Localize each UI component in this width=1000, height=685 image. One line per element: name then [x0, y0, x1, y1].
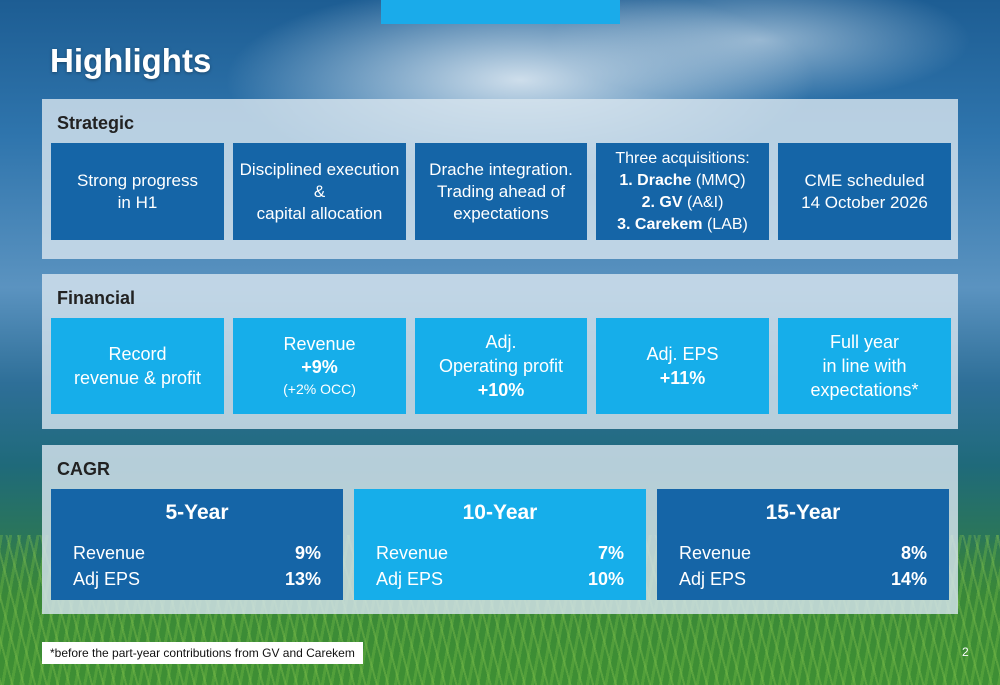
occ-note: (+2% OCC): [283, 381, 356, 397]
card-text: Record: [108, 344, 167, 364]
acquisition-item: 1. Drache (MMQ): [619, 171, 746, 189]
card-text: in H1: [117, 192, 158, 212]
footnote: *before the part-year contributions from…: [42, 642, 363, 664]
card-text: capital allocation: [256, 203, 383, 223]
acquisition-item: 2. GV (A&I): [641, 193, 724, 211]
strategic-card-execution: Disciplined execution & capital allocati…: [233, 143, 406, 240]
card-text: Adj. EPS: [646, 344, 719, 364]
financial-card-operating-profit: Adj. Operating profit +10%: [415, 318, 587, 414]
top-accent-tab: [381, 0, 620, 24]
card-text: Trading ahead of: [437, 181, 565, 201]
financial-card-record: Record revenue & profit: [51, 318, 224, 414]
card-text: expectations*: [810, 380, 919, 400]
cagr-period-title: 15-Year: [765, 501, 841, 524]
card-text: Full year: [829, 332, 900, 352]
cagr-period-title: 5-Year: [165, 501, 229, 524]
cagr-revenue-row: Revenue 9%: [73, 543, 321, 563]
page-number: 2: [962, 645, 969, 659]
cagr-period-title: 10-Year: [462, 501, 538, 524]
card-text: 14 October 2026: [801, 192, 928, 212]
revenue-growth-value: +9%: [301, 357, 338, 377]
strategic-card-drache: Drache integration. Trading ahead of exp…: [415, 143, 587, 240]
card-text: Drache integration.: [429, 159, 573, 179]
card-text: &: [313, 181, 326, 201]
card-text: in line with: [822, 356, 907, 376]
cagr-revenue-row: Revenue 7%: [376, 543, 624, 563]
financial-card-full-year: Full year in line with expectations*: [778, 318, 951, 414]
cagr-card-10-year: 10-Year Revenue 7% Adj EPS 10%: [354, 489, 646, 600]
financial-label: Financial: [57, 288, 136, 308]
financial-panel: Financial Record revenue & profit Revenu…: [42, 274, 958, 429]
card-text: Disciplined execution: [239, 159, 400, 179]
cagr-revenue-row: Revenue 8%: [679, 543, 927, 563]
page-title: Highlights: [50, 42, 212, 79]
card-text: Operating profit: [438, 356, 564, 376]
strategic-panel: Strategic Strong progress in H1 Discipli…: [42, 99, 958, 259]
card-text: revenue & profit: [73, 368, 202, 388]
cagr-label: CAGR: [57, 459, 110, 479]
cagr-card-5-year: 5-Year Revenue 9% Adj EPS 13%: [51, 489, 343, 600]
cagr-panel: CAGR 5-Year Revenue 9% Adj EPS 13% 10-Ye…: [42, 445, 958, 614]
card-text: Strong progress: [77, 170, 198, 190]
strategic-card-acquisitions: Three acquisitions: 1. Drache (MMQ) 2. G…: [596, 143, 769, 240]
eps-growth-value: +11%: [659, 368, 706, 388]
card-text: Revenue: [283, 334, 356, 354]
financial-card-eps: Adj. EPS +11%: [596, 318, 769, 414]
card-text: CME scheduled: [804, 170, 925, 190]
financial-card-revenue: Revenue +9% (+2% OCC): [233, 318, 406, 414]
cagr-eps-row: Adj EPS 13%: [73, 569, 321, 589]
cagr-eps-row: Adj EPS 14%: [679, 569, 927, 589]
card-text: Adj.: [485, 332, 517, 352]
cagr-card-15-year: 15-Year Revenue 8% Adj EPS 14%: [657, 489, 949, 600]
strategic-card-progress: Strong progress in H1: [51, 143, 224, 240]
card-heading: Three acquisitions:: [615, 149, 750, 167]
card-text: expectations: [453, 203, 549, 223]
acquisition-item: 3. Carekem (LAB): [617, 215, 748, 233]
cagr-eps-row: Adj EPS 10%: [376, 569, 624, 589]
strategic-card-cme: CME scheduled 14 October 2026: [778, 143, 951, 240]
strategic-label: Strategic: [57, 113, 135, 133]
operating-profit-value: +10%: [477, 380, 525, 400]
